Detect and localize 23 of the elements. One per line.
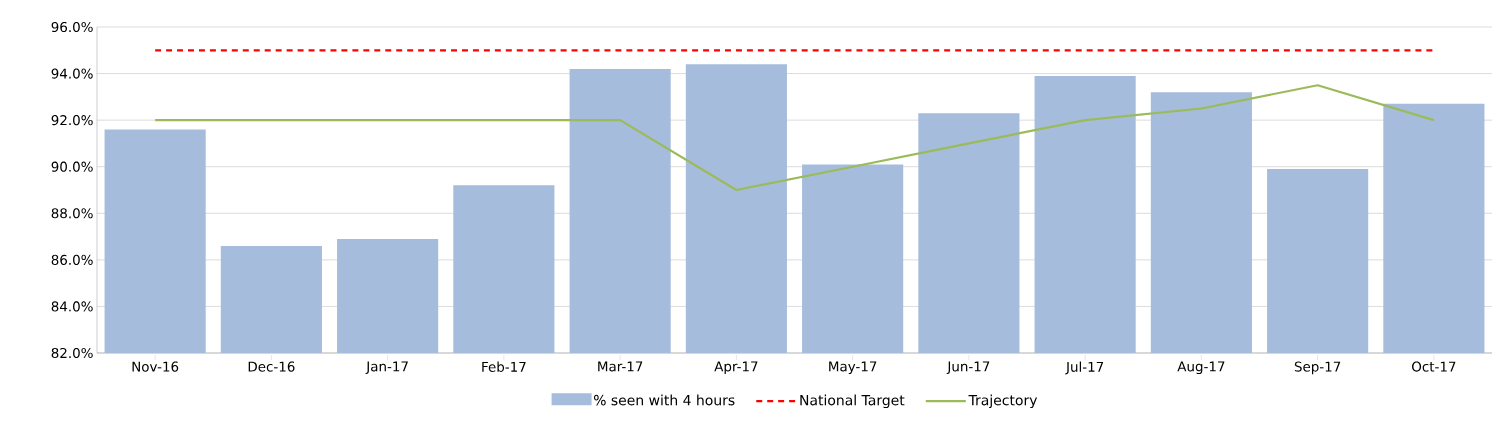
y-tick-label: 82.0%	[51, 347, 93, 359]
x-tick-label: May-17	[829, 361, 877, 375]
x-tick-label: Mar-17	[598, 361, 643, 372]
y-tick-label: 86.0%	[51, 254, 93, 265]
y-tick-label: 92.0%	[51, 115, 93, 126]
x-tick-label: Jun-17	[946, 361, 990, 374]
y-tick-label: 94.0%	[51, 68, 93, 79]
x-tick-label: Jan-17	[365, 361, 408, 374]
x-tick-label: Jul-17	[1065, 361, 1104, 375]
x-tick-label: Feb-17	[482, 361, 526, 372]
y-tick-label: 88.0%	[51, 208, 93, 219]
x-tick-label: Sep-17	[1294, 361, 1341, 375]
y-tick-label: 84.0%	[51, 301, 93, 312]
legend-label: % seen with 4 hours	[593, 394, 735, 406]
legend-label: National Target	[800, 394, 905, 409]
legend-label: Trajectory	[968, 394, 1038, 409]
x-tick-label: Apr-17	[714, 361, 758, 375]
x-tick-label: Aug-17	[1177, 361, 1225, 375]
y-tick-label: 90.0%	[51, 161, 93, 172]
x-tick-label: Dec-16	[248, 361, 295, 372]
x-tick-label: Oct-17	[1412, 361, 1456, 372]
x-tick-label: Nov-16	[132, 361, 179, 372]
y-tick-label: 96.0%	[51, 21, 93, 33]
